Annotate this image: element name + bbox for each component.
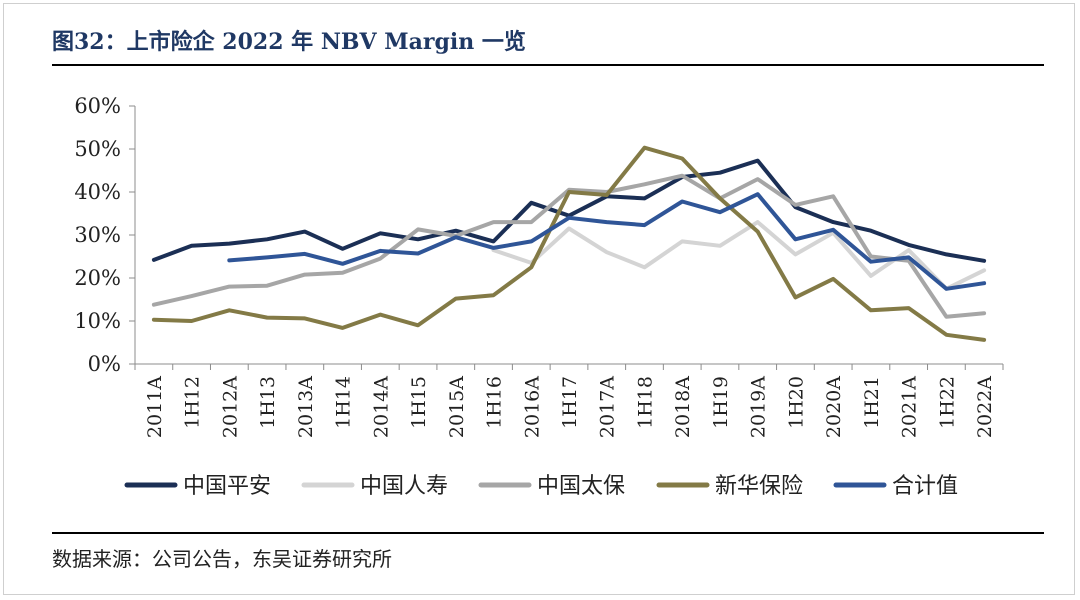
x-tick-label: 2018A [672,376,694,438]
x-tick-label: 2022A [974,376,996,438]
legend-label: 合计值 [892,474,958,499]
x-tick-label: 1H22 [936,376,958,429]
legend-label: 中国平安 [183,474,271,499]
legend-label: 中国人寿 [360,474,448,499]
x-tick-label: 2016A [521,376,543,438]
x-tick-label: 2015A [446,376,468,438]
x-tick-label: 2019A [748,376,770,438]
y-tick-label: 30% [74,223,121,247]
x-tick-label: 2020A [823,376,845,438]
figure-title: 图32：上市险企 2022 年 NBV Margin 一览 [52,29,526,55]
title-rule [52,64,1044,66]
x-tick-label: 1H14 [333,376,355,429]
x-tick-label: 2014A [370,376,392,438]
y-tick-label: 20% [74,266,121,290]
x-tick-label: 1H16 [484,376,506,429]
source-note: 数据来源：公司公告，东吴证券研究所 [52,547,392,571]
series-line-3 [151,173,987,319]
y-tick-label: 60% [74,94,121,118]
y-tick-label: 10% [74,309,121,333]
x-tick-label: 2013A [295,376,317,438]
x-tick-label: 1H21 [861,376,883,429]
series-line-4 [151,145,987,342]
series-line-2 [491,220,987,291]
x-tick-label: 2021A [899,376,921,438]
x-tick-label: 1H12 [182,376,204,429]
x-tick-label: 2012A [219,376,241,438]
series-line-1 [151,158,987,263]
figure-frame [3,3,1075,595]
x-tick-label: 1H15 [408,376,430,429]
y-tick-label: 50% [74,137,121,161]
x-tick-label: 2011A [144,376,166,438]
y-tick-label: 0% [88,352,121,376]
x-tick-label: 1H18 [634,376,656,429]
x-tick-label: 1H19 [710,376,732,429]
source-rule [52,532,1044,534]
x-tick-label: 1H20 [785,376,807,429]
x-tick-label: 1H17 [559,376,581,429]
x-tick-label: 2017A [597,376,619,438]
legend-label: 中国太保 [537,474,625,499]
series-line-5 [227,192,987,291]
y-tick-label: 40% [74,180,121,204]
x-tick-label: 1H13 [257,376,279,429]
legend-label: 新华保险 [715,474,803,499]
